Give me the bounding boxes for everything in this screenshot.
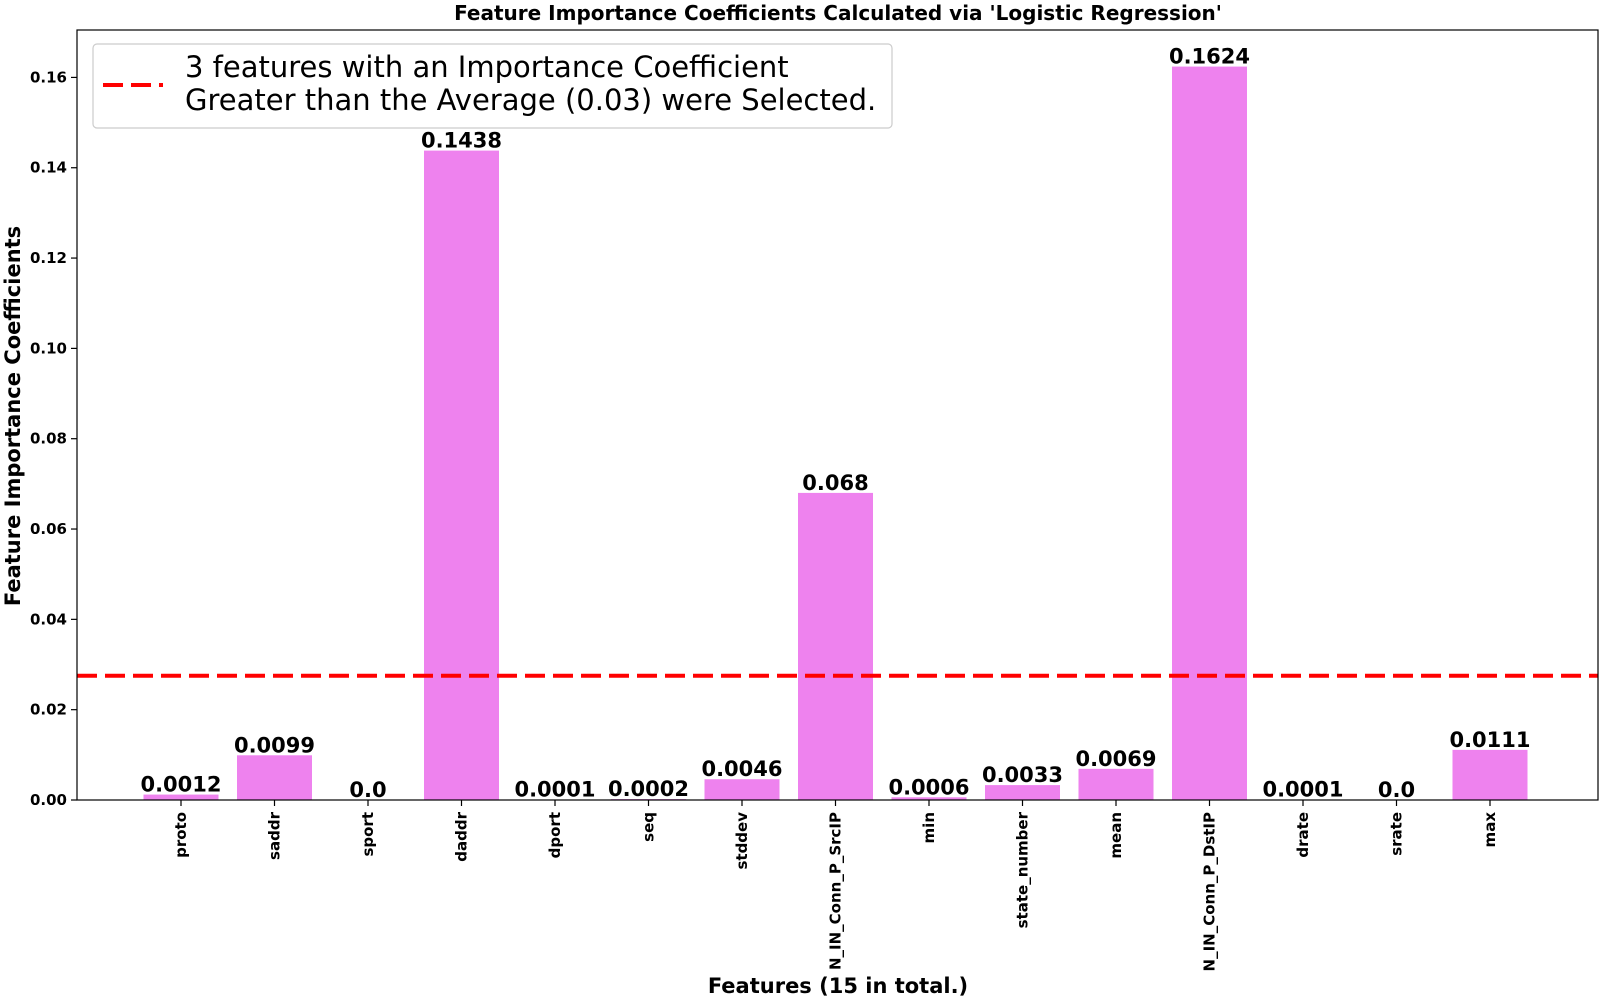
y-tick-label-0.10: 0.10 — [30, 339, 67, 357]
x-tick-label-srate: srate — [1388, 812, 1406, 856]
x-axis-label: Features (15 in total.) — [708, 974, 968, 998]
bar-mean — [1078, 768, 1154, 800]
plot-area-frame — [76, 29, 1599, 801]
y-tick-label-0.12: 0.12 — [30, 249, 67, 267]
bar-saddr — [237, 755, 312, 800]
data-label-stddev: 0.0046 — [701, 757, 782, 781]
x-tick-label-stddev: stddev — [733, 812, 751, 870]
y-axis-ticks: 0.00 0.02 0.04 0.06 0.08 0.10 0.12 0.14 0.16 — [30, 68, 77, 809]
bar-state_number — [985, 785, 1060, 800]
data-label-N_IN_Conn_P_DstIP: 0.1624 — [1169, 45, 1250, 69]
chart-title: Feature Importance Coefficients Calculat… — [454, 1, 1222, 25]
data-label-seq: 0.0002 — [608, 777, 689, 801]
legend: 3 features with an Importance Coefficien… — [92, 43, 893, 129]
y-tick-label-0.00: 0.00 — [30, 791, 67, 809]
bar-N_IN_Conn_P_DstIP — [1172, 66, 1247, 801]
data-label-min: 0.0006 — [888, 775, 969, 799]
data-label-saddr: 0.0099 — [234, 733, 315, 757]
data-label-N_IN_Conn_P_SrcIP: 0.068 — [802, 471, 868, 495]
x-tick-label-sport: sport — [359, 812, 377, 857]
bar-N_IN_Conn_P_SrcIP — [798, 492, 873, 800]
data-label-dport: 0.0001 — [514, 778, 595, 802]
data-label-daddr: 0.1438 — [421, 129, 502, 153]
x-tick-label-daddr: daddr — [453, 811, 471, 861]
y-tick-label-0.14: 0.14 — [30, 159, 67, 177]
bar-daddr — [424, 150, 499, 801]
x-tick-label-N_IN_Conn_P_SrcIP: N_IN_Conn_P_SrcIP — [827, 812, 845, 970]
y-tick-label-0.08: 0.08 — [30, 430, 67, 448]
legend-text-line-1: 3 features with an Importance Coefficien… — [185, 50, 789, 84]
x-tick-label-max: max — [1481, 812, 1499, 848]
data-label-sport: 0.0 — [349, 778, 386, 802]
y-axis-label: Feature Importance Coefficients — [1, 226, 25, 606]
data-label-srate: 0.0 — [1378, 778, 1415, 802]
x-tick-label-N_IN_Conn_P_DstIP: N_IN_Conn_P_DstIP — [1201, 812, 1219, 971]
legend-text-line-2: Greater than the Average (0.03) were Sel… — [185, 83, 876, 117]
data-label-max: 0.0111 — [1449, 728, 1530, 752]
x-tick-label-mean: mean — [1107, 812, 1125, 859]
data-label-drate: 0.0001 — [1262, 778, 1343, 802]
y-tick-label-0.16: 0.16 — [30, 68, 67, 86]
y-tick-label-0.02: 0.02 — [30, 701, 67, 719]
bar-stddev — [704, 779, 780, 800]
data-label-mean: 0.0069 — [1075, 747, 1156, 771]
x-tick-label-state_number: state_number — [1014, 811, 1032, 928]
bar-min — [891, 797, 967, 800]
x-tick-label-drate: drate — [1294, 812, 1312, 858]
y-tick-label-0.06: 0.06 — [30, 520, 67, 538]
x-tick-label-min: min — [920, 812, 938, 843]
bars-group — [143, 66, 1528, 801]
legend-box — [92, 43, 893, 129]
data-labels-group: 0.0012 0.0099 0.0 0.1438 0.0001 0.0002 0.0046 0… — [140, 45, 1530, 802]
x-tick-label-proto: proto — [172, 812, 190, 858]
x-axis-ticks: proto saddr sport daddr dport seq stddev N_IN_C… — [172, 800, 1499, 971]
bar-max — [1452, 749, 1528, 800]
data-label-proto: 0.0012 — [140, 773, 221, 797]
y-tick-label-0.04: 0.04 — [30, 610, 67, 628]
x-tick-label-dport: dport — [546, 812, 564, 858]
x-tick-label-seq: seq — [640, 812, 658, 842]
data-label-state_number: 0.0033 — [982, 763, 1063, 787]
bar-proto — [143, 794, 219, 800]
x-tick-label-saddr: saddr — [266, 811, 284, 860]
